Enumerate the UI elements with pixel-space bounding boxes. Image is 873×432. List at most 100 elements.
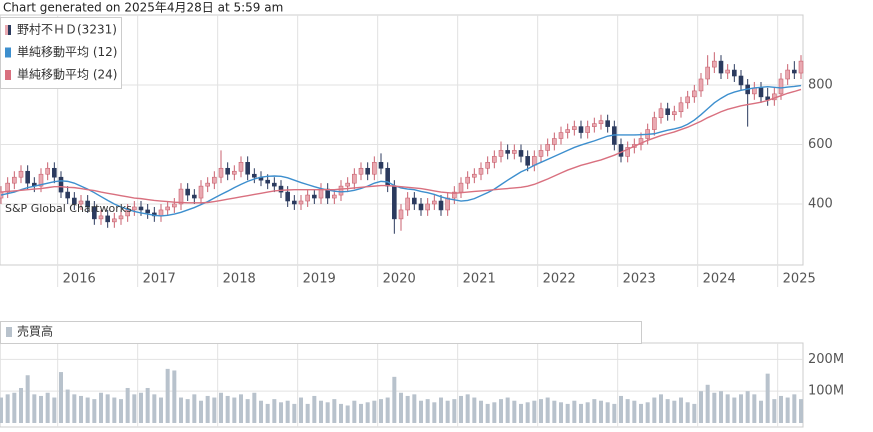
candle-body [478,167,484,175]
volume-bar [659,394,663,423]
x-tick-label: 2016 [63,272,96,287]
candle-body [292,200,297,205]
volume-bar [799,399,803,423]
candle-body [38,173,44,187]
candle-body [405,197,410,211]
volume-bar [319,400,323,423]
candle-body [112,218,117,223]
candle-body [732,69,737,77]
volume-bar [259,400,263,423]
volume-bar [165,368,170,423]
candle-body [338,185,344,196]
candle-body [678,102,684,113]
candle-body [365,167,370,175]
candle-body [25,170,30,184]
volume-bar [592,399,597,423]
candle-body [252,173,257,178]
volume-bar [699,391,703,423]
candle-body [652,117,657,130]
candle-body [232,170,237,175]
volume-bar [479,400,483,423]
volume-bar [632,400,637,423]
candle-body [552,138,557,145]
volume-bar [225,395,230,423]
volume-bar [519,403,523,423]
x-tick-label: 2018 [223,272,256,287]
volume-bar [392,376,397,423]
volume-bar [599,400,603,423]
volume-bar [545,397,550,423]
volume-bar [0,397,3,423]
candle-body [785,69,790,80]
volume-bar [212,397,217,423]
volume-bar [725,394,730,423]
volume-bar [499,399,503,423]
candle-body [798,60,804,74]
candle-body [18,170,24,178]
candle-body [65,191,70,199]
volume-bar [492,402,497,423]
candle-body [578,126,584,133]
candle-body [58,176,64,193]
candle-body [445,197,450,211]
volume-bar [25,375,30,423]
volume-bar [252,392,257,423]
candle-body [512,150,517,154]
volume-bar [325,402,330,423]
candle-body [285,191,290,202]
candle-body [485,162,490,169]
volume-bar [759,400,763,423]
candle-body [272,182,277,187]
legend-swatch [8,25,11,35]
candle-body [98,215,104,220]
candle-body [665,108,670,116]
candle-body [205,182,210,187]
volume-bar [605,402,610,423]
candle-body [565,129,570,133]
x-tick-label: 2017 [143,272,176,287]
volume-bar [385,397,390,423]
candle-body [518,150,524,157]
volume-bar [45,392,50,423]
volume-bar [379,399,383,423]
candle-body [738,75,744,86]
volume-bar [652,397,657,423]
volume-bar [459,395,463,423]
volume-bar [65,389,70,423]
candle-body [525,156,530,166]
candle-body [105,215,110,223]
candle-body [198,185,204,199]
candle-body [298,200,304,205]
candle-body [505,150,510,154]
candle-body [372,162,377,175]
volume-bar [572,400,577,423]
candle-body [658,108,664,118]
candle-body [265,179,270,184]
candle-body [425,203,430,211]
volume-bar [172,370,177,423]
volume-bar [5,394,10,423]
volume-bar [745,391,750,423]
candle-body [672,111,677,116]
candle-body [498,150,504,157]
volume-bar [645,402,650,423]
volume-bar [59,372,63,423]
x-tick-label: 2019 [303,272,336,287]
legend-label: 野村不ＨＤ(3231) [17,23,117,37]
candle-body [605,120,610,127]
volume-bar [245,399,250,423]
legend-box [0,17,122,89]
candle-body [165,206,170,211]
volume-bar [152,394,157,423]
volume-bar [665,399,670,423]
candle-body [438,200,444,211]
candle-body [618,144,624,157]
candle-body [332,194,337,199]
candle-body [78,200,84,205]
volume-bar [119,399,123,423]
candle-body [712,60,717,68]
candle-body [192,194,197,199]
candle-body [418,203,424,211]
volume-bar [12,392,17,423]
